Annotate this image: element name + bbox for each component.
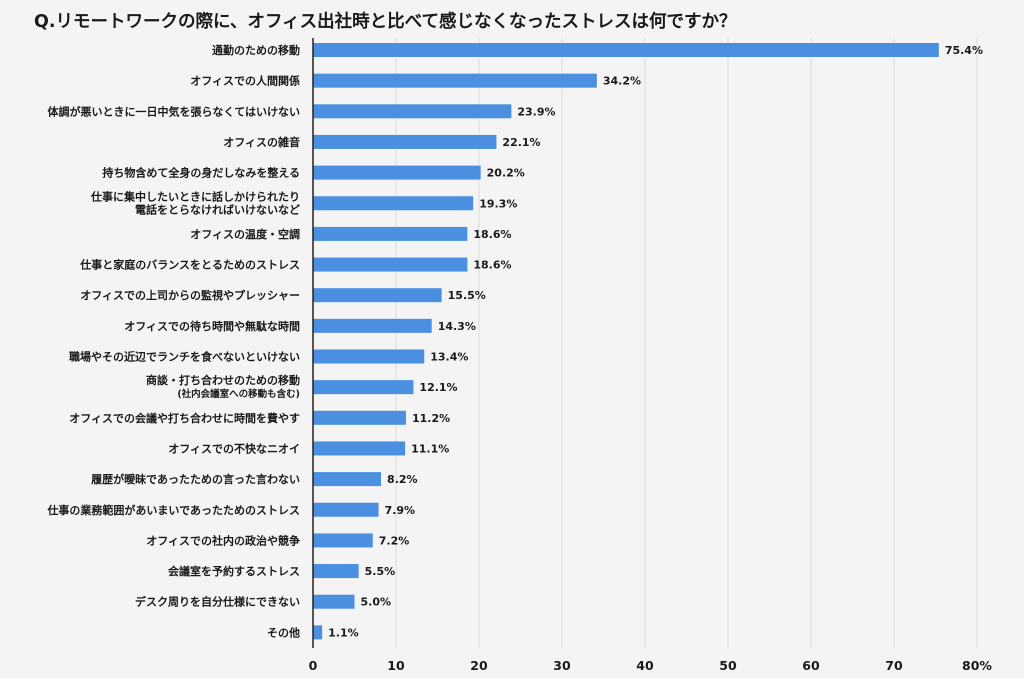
x-tick-label-0: 0 — [309, 658, 318, 673]
category-label-16: オフィスでの社内の政治や競争 — [146, 533, 300, 547]
bar-19 — [313, 625, 323, 640]
bar-3 — [313, 134, 497, 149]
value-label-10: 13.4% — [430, 351, 468, 364]
category-label-8: オフィスでの上司からの監視やプレッシャー — [80, 288, 300, 302]
category-label-7: 仕事と家庭のバランスをとるためのストレス — [79, 258, 300, 272]
category-label-5: 仕事に集中したいときに話しかけられたり電話をとらなければいけないなど — [90, 189, 300, 216]
x-tick-label-6: 60 — [802, 658, 820, 673]
bar-5 — [313, 196, 474, 211]
bar-16 — [313, 533, 373, 548]
value-label-16: 7.2% — [379, 534, 410, 547]
x-tick-label-8: 80% — [962, 658, 992, 673]
category-label-9: オフィスでの待ち時間や無駄な時間 — [124, 319, 300, 333]
bar-9 — [313, 318, 432, 333]
category-label-15: 仕事の業務範囲があいまいであったためのストレス — [46, 503, 300, 517]
value-label-5: 19.3% — [479, 197, 517, 210]
bar-4 — [313, 165, 481, 180]
bar-17 — [313, 564, 359, 579]
category-label-4: 持ち物含めて全身の身だしなみを整える — [102, 166, 300, 180]
value-label-13: 11.1% — [411, 442, 449, 455]
x-tick-label-2: 20 — [470, 658, 488, 673]
value-label-8: 15.5% — [448, 289, 486, 302]
value-label-19: 1.1% — [328, 626, 359, 639]
x-tick-label-7: 70 — [885, 658, 903, 673]
category-label-0: 通勤のための移動 — [212, 43, 300, 57]
category-label-13: オフィスでの不快なニオイ — [168, 441, 300, 455]
value-label-3: 22.1% — [502, 136, 540, 149]
bar-18 — [313, 594, 355, 609]
x-tick-label-4: 40 — [636, 658, 654, 673]
category-label-2: 体調が悪いときに一日中気を張らなくてはいけない — [48, 104, 300, 118]
category-label-14: 履歴が曖昧であったための言った言わない — [91, 472, 300, 486]
value-label-11: 12.1% — [419, 381, 457, 394]
category-label-3: オフィスの雑音 — [223, 135, 300, 149]
value-label-14: 8.2% — [387, 473, 418, 486]
category-label-11: 商談・打ち合わせのための移動(社内会議室への移動も含む) — [146, 373, 300, 400]
bar-12 — [313, 410, 406, 425]
value-label-9: 14.3% — [438, 320, 476, 333]
bar-0 — [313, 43, 939, 57]
category-label-12: オフィスでの会議や打ち合わせに時間を費やす — [69, 411, 300, 425]
value-label-6: 18.6% — [473, 228, 511, 241]
category-label-6: オフィスの温度・空調 — [190, 227, 300, 241]
bar-7 — [313, 257, 468, 272]
value-label-0: 75.4% — [945, 44, 983, 57]
bar-10 — [313, 349, 425, 364]
x-tick-label-3: 30 — [553, 658, 571, 673]
value-label-4: 20.2% — [487, 167, 525, 180]
category-label-10: 職場やその近辺でランチを食べないといけない — [69, 350, 300, 364]
category-label-18: デスク周りを自分仕様にできない — [135, 595, 300, 609]
bar-1 — [313, 73, 597, 88]
category-label-1: オフィスでの人間関係 — [190, 74, 300, 88]
category-label-19: その他 — [267, 625, 300, 639]
value-label-1: 34.2% — [603, 75, 641, 88]
value-label-15: 7.9% — [385, 504, 416, 517]
bar-13 — [313, 441, 406, 456]
x-tick-label-1: 10 — [387, 658, 405, 673]
category-label-17: 会議室を予約するストレス — [168, 564, 300, 578]
bar-8 — [313, 288, 442, 303]
bar-6 — [313, 226, 468, 241]
value-label-2: 23.9% — [517, 105, 555, 118]
bar-11 — [313, 380, 414, 395]
value-label-18: 5.0% — [361, 596, 392, 609]
x-tick-label-5: 50 — [719, 658, 737, 673]
bar-15 — [313, 502, 379, 517]
value-label-7: 18.6% — [473, 259, 511, 272]
bar-2 — [313, 104, 512, 119]
value-label-17: 5.5% — [365, 565, 396, 578]
value-label-12: 11.2% — [412, 412, 450, 425]
bar-14 — [313, 472, 382, 487]
chart-title: Q.リモートワークの際に、オフィス出社時と比べて感じなくなったストレスは何ですか… — [34, 12, 737, 32]
